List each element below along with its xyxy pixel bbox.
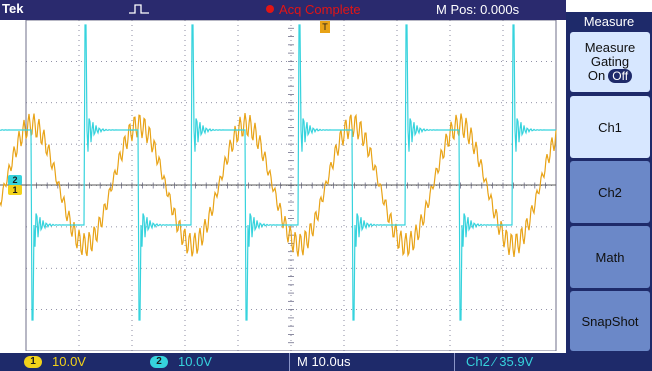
status-divider [289, 353, 290, 371]
gating-label-line1: Measure [584, 40, 636, 55]
graticule-grid [0, 20, 557, 351]
gating-on-label: On [587, 68, 606, 83]
horizontal-scale: M 10.0us [297, 354, 351, 369]
side-menu: Measure Measure Gating On Off Ch1 Ch2 Ma… [566, 12, 652, 353]
ch1-waveform [0, 113, 557, 258]
gating-toggle[interactable]: On Off [587, 68, 633, 83]
bottom-status-bar: 1 10.0V 2 10.0V M 10.0us Ch2 ⁄ 35.9V [0, 353, 652, 371]
brand-logo: Tek [2, 1, 24, 16]
menu-snapshot-button[interactable]: SnapShot [570, 291, 650, 351]
ch2-waveform [0, 24, 556, 321]
menu-ch1-button[interactable]: Ch1 [570, 96, 650, 158]
status-divider [454, 353, 455, 371]
ch2-vertical-scale: 10.0V [178, 354, 212, 369]
trigger-position-marker[interactable]: T [320, 21, 330, 33]
acquisition-status: Acq Complete [279, 2, 361, 17]
acquisition-status-dot [266, 5, 274, 13]
ch1-vertical-scale: 10.0V [52, 354, 86, 369]
gating-label-line2: Gating [590, 54, 630, 69]
menu-title: Measure [583, 14, 635, 29]
pulse-trigger-icon [129, 4, 149, 14]
trigger-readout: Ch2 ⁄ 35.9V [466, 354, 534, 369]
ch1-ground-marker[interactable]: 1 [8, 185, 22, 195]
waveform-plot [0, 20, 557, 351]
ch1-badge[interactable]: 1 [24, 356, 42, 368]
graticule-display [0, 20, 566, 351]
gating-off-label: Off [608, 69, 633, 83]
ch2-badge[interactable]: 2 [150, 356, 168, 368]
menu-ch2-button[interactable]: Ch2 [570, 161, 650, 223]
ch2-ground-marker[interactable]: 2 [8, 175, 22, 185]
horizontal-position-readout: M Pos: 0.000s [436, 2, 520, 17]
menu-math-button[interactable]: Math [570, 226, 650, 288]
measure-gating-button[interactable]: Measure Gating On Off [570, 32, 650, 92]
top-status-bar: Tek Acq Complete M Pos: 0.000s [0, 0, 566, 20]
